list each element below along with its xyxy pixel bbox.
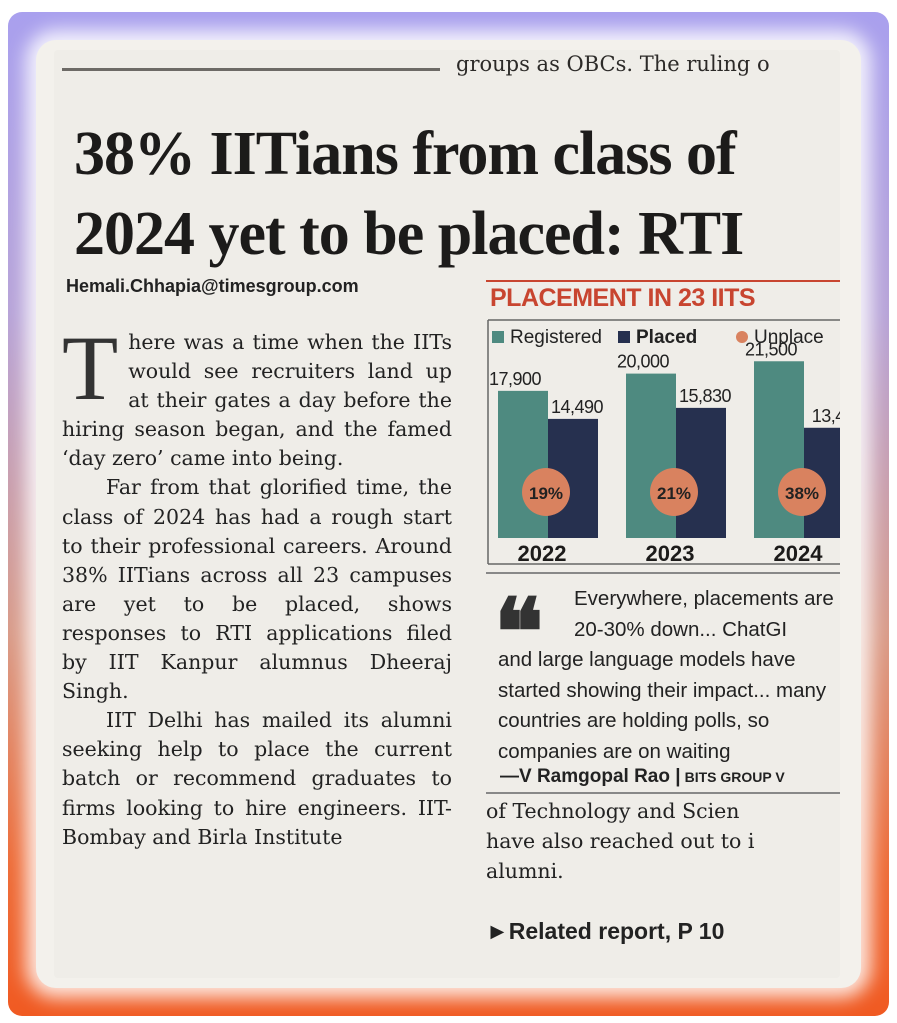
category-label: 2024 (774, 541, 824, 566)
data-label: 17,900 (489, 369, 542, 389)
category-label: 2023 (646, 541, 695, 566)
chart-title-bar: PLACEMENT IN 23 IITS (486, 280, 840, 316)
unplaced-circle (778, 468, 826, 516)
quote-attribution: —V Ramgopal Rao | BITS GROUP V (500, 766, 785, 788)
quote-text: Everywhere, placements are 20-30% down..… (498, 584, 840, 767)
data-label: 13,41 (812, 406, 840, 426)
quote-rest: and large language models have started s… (498, 648, 827, 763)
legend-label: Registered (510, 327, 602, 348)
byline: Hemali.Chhapia@timesgroup.com (66, 276, 359, 296)
quote-mark-icon: ❝ (494, 578, 544, 686)
legend-swatch (492, 331, 504, 343)
headline-line-1: 38% IITians from class of (74, 120, 737, 188)
top-rule (62, 68, 440, 71)
paragraph-2: Far from that glorified time, the class … (62, 475, 452, 704)
quote-author-role: BITS GROUP V (684, 769, 785, 785)
data-label: 15,830 (679, 386, 732, 406)
data-label: 21,500 (745, 339, 798, 359)
quote-author: —V Ramgopal Rao | (500, 766, 681, 787)
chart-title: PLACEMENT IN 23 IITS (490, 284, 756, 312)
paragraph-3: IIT Delhi has mailed its alumni seeking … (62, 708, 452, 849)
unplaced-pct-label: 21% (657, 484, 691, 503)
article-continuation: of Technology and Scien have also reache… (486, 796, 840, 886)
chart-svg: Registered Placed Unplace 17,900 14,490 19% 20… (487, 319, 840, 566)
legend-label: Placed (636, 327, 697, 348)
continuation-line-1: of Technology and Scien (486, 799, 740, 823)
pull-quote: ❝ Everywhere, placements are 20-30% down… (486, 572, 840, 794)
unplaced-circle (650, 468, 698, 516)
top-snippet: groups as OBCs. The ruling o (456, 52, 770, 76)
data-label: 14,490 (551, 397, 604, 417)
quote-line-1: Everywhere, placements are 20-30% down..… (574, 587, 834, 641)
continuation-line-3: alumni. (486, 859, 564, 883)
placement-chart: PLACEMENT IN 23 IITS Registered Placed Unp… (486, 280, 840, 570)
related-report-text: Related report, P 10 (508, 918, 725, 944)
headline-line-2: 2024 yet to be placed: RTI (74, 200, 744, 268)
paragraph-1-text: here was a time when the IITs would see … (62, 330, 452, 471)
bar (498, 390, 548, 538)
data-label: 20,000 (617, 352, 670, 372)
continuation-line-2: have also reached out to i (486, 829, 755, 853)
related-report: ►Related report, P 10 (486, 918, 724, 945)
arrow-right-icon: ► (486, 918, 509, 944)
legend-label: Unplace (754, 327, 824, 348)
legend-swatch (736, 331, 748, 343)
category-label: 2022 (518, 541, 567, 566)
unplaced-pct-label: 19% (529, 484, 563, 503)
legend-swatch (618, 331, 630, 343)
unplaced-circle (522, 468, 570, 516)
newspaper-clipping: groups as OBCs. The ruling o 38% IITians… (54, 50, 840, 978)
unplaced-pct-label: 38% (785, 484, 819, 503)
headline: 38% IITians from class of 2024 yet to be… (74, 114, 840, 274)
dropcap: T (62, 317, 119, 419)
